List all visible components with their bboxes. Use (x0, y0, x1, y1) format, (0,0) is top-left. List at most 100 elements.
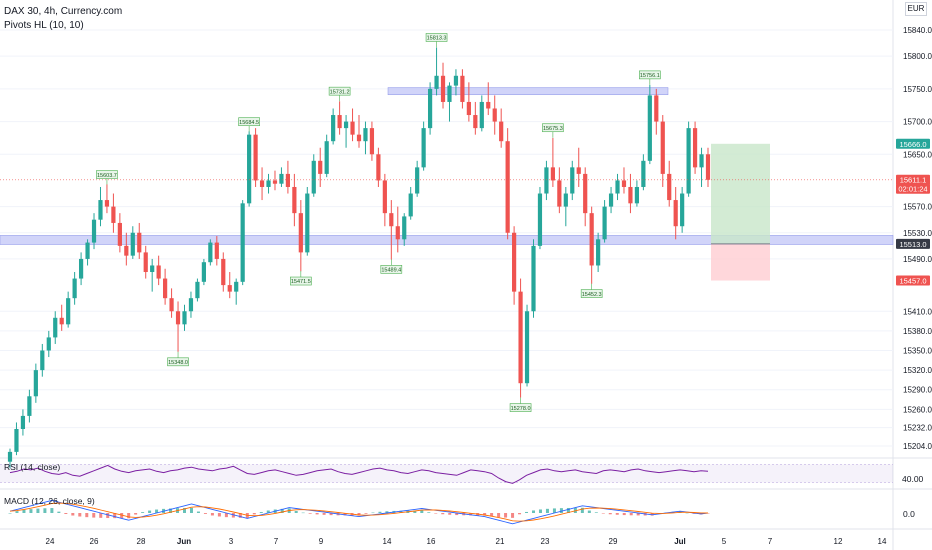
macd-histogram-bar (371, 512, 375, 514)
macd-histogram-bar (203, 513, 207, 514)
macd-histogram-bar (545, 508, 549, 513)
macd-histogram-bar (78, 513, 82, 517)
candle-body (705, 154, 711, 180)
macd-histogram-bar (629, 513, 633, 516)
candle-body (634, 186, 640, 204)
macd-histogram-bar (357, 513, 361, 516)
indicator-title[interactable]: Pivots HL (10, 10) (4, 20, 84, 31)
currency-selector[interactable]: EUR (905, 2, 927, 16)
candle-body (382, 180, 387, 214)
candle-body (104, 200, 110, 207)
price-tag-countdown (896, 183, 930, 194)
pivot-label: 15278.0 (511, 406, 531, 412)
macd-histogram-bar (8, 513, 12, 514)
candle-body (583, 173, 588, 214)
y-tick-label: 15750.0 (903, 85, 932, 94)
candle-body (427, 88, 433, 129)
candle-body (576, 167, 581, 174)
candle-body (247, 134, 252, 204)
macd-histogram-bar (490, 513, 494, 517)
pivot-label: 15603.7 (97, 173, 117, 179)
candle-body (537, 193, 543, 246)
candle-body (524, 311, 530, 384)
pivot-label-box (167, 357, 189, 367)
rsi-label[interactable]: RSI (14, close) (4, 462, 61, 472)
macd-histogram-bar (85, 513, 89, 518)
macd-histogram-bar (29, 509, 33, 513)
macd-histogram-bar (196, 511, 200, 513)
price-tag-text: 15513.0 (899, 240, 926, 249)
macd-histogram-bar (504, 513, 508, 518)
pivot-label: 15731.2 (330, 89, 350, 95)
macd-histogram-bar (57, 511, 61, 513)
candle-body (201, 262, 206, 282)
macd-histogram-bar (280, 508, 284, 513)
candle-body (421, 128, 426, 168)
candle-body (27, 396, 32, 416)
y-tick-label: 15700.0 (903, 118, 932, 127)
x-tick-label: 23 (541, 537, 550, 546)
candle-body (182, 311, 187, 325)
candle-body (376, 154, 381, 181)
macd-histogram-bar (210, 513, 214, 516)
candle-body (85, 242, 90, 259)
macd-histogram-bar (301, 512, 305, 514)
candle-body (434, 75, 439, 89)
price-tag-stop (896, 275, 930, 286)
x-tick-label: 7 (274, 537, 279, 546)
symbol-title[interactable]: DAX 30, 4h, Currency.com (4, 6, 123, 17)
macd-histogram-bar (15, 511, 19, 513)
pivot-label: 15813.3 (427, 36, 447, 42)
pivot-label: 15452.3 (582, 292, 602, 298)
candle-body (343, 121, 349, 129)
macd-histogram-bar (322, 513, 326, 515)
macd-histogram-bar (217, 513, 221, 517)
macd-histogram-bar (427, 512, 431, 513)
x-tick-label: 16 (427, 537, 436, 546)
candle-body (7, 451, 13, 462)
macd-label[interactable]: MACD (12, 26, close, 9) (4, 496, 95, 506)
macd-histogram-bar (64, 513, 68, 514)
y-tick-label: 15490.0 (903, 255, 932, 264)
candle-body (363, 128, 368, 142)
candle-body (621, 180, 627, 187)
pivot-label: 15348.0 (168, 360, 188, 366)
pivot-label: 15684.5 (239, 120, 259, 126)
y-tick-label: 15290.0 (903, 386, 932, 395)
macd-histogram-bar (329, 513, 333, 516)
macd-histogram-bar (99, 513, 103, 518)
price-tag-entry (896, 238, 930, 249)
pivot-label: 15675.3 (543, 126, 563, 132)
macd-histogram-bar (259, 512, 263, 513)
macd-histogram-bar (134, 513, 138, 515)
x-tick-label: 3 (229, 537, 234, 546)
x-tick-label: 21 (496, 537, 505, 546)
candle-body (518, 291, 523, 384)
price-tag-text: 15611.1 (900, 176, 927, 185)
candle-body (453, 75, 459, 86)
y-tick-label: 15320.0 (903, 366, 932, 375)
pivot-label-box (238, 117, 260, 127)
macd-histogram-bar (120, 513, 124, 519)
candle-body (130, 232, 135, 256)
candle-body (402, 216, 407, 240)
candle-body (240, 203, 245, 282)
x-tick-label: 5 (722, 537, 727, 546)
macd-histogram-bar (615, 513, 619, 515)
stop-zone (711, 243, 770, 281)
macd-histogram-bar (343, 513, 347, 516)
macd-histogram-bar (469, 513, 473, 516)
macd-histogram-bar (601, 513, 605, 514)
candle-body (673, 200, 678, 227)
candle-body (78, 258, 84, 279)
pivot-label-box (542, 123, 564, 133)
y-tick-label: 15380.0 (903, 327, 932, 336)
candle-body (143, 252, 148, 273)
candle-body (570, 167, 575, 194)
macd-histogram-bar (525, 511, 529, 513)
pivot-label: 15489.4 (381, 268, 401, 274)
macd-histogram-bar (252, 513, 256, 515)
x-tick-label: 29 (609, 537, 618, 546)
candle-body (499, 121, 504, 142)
